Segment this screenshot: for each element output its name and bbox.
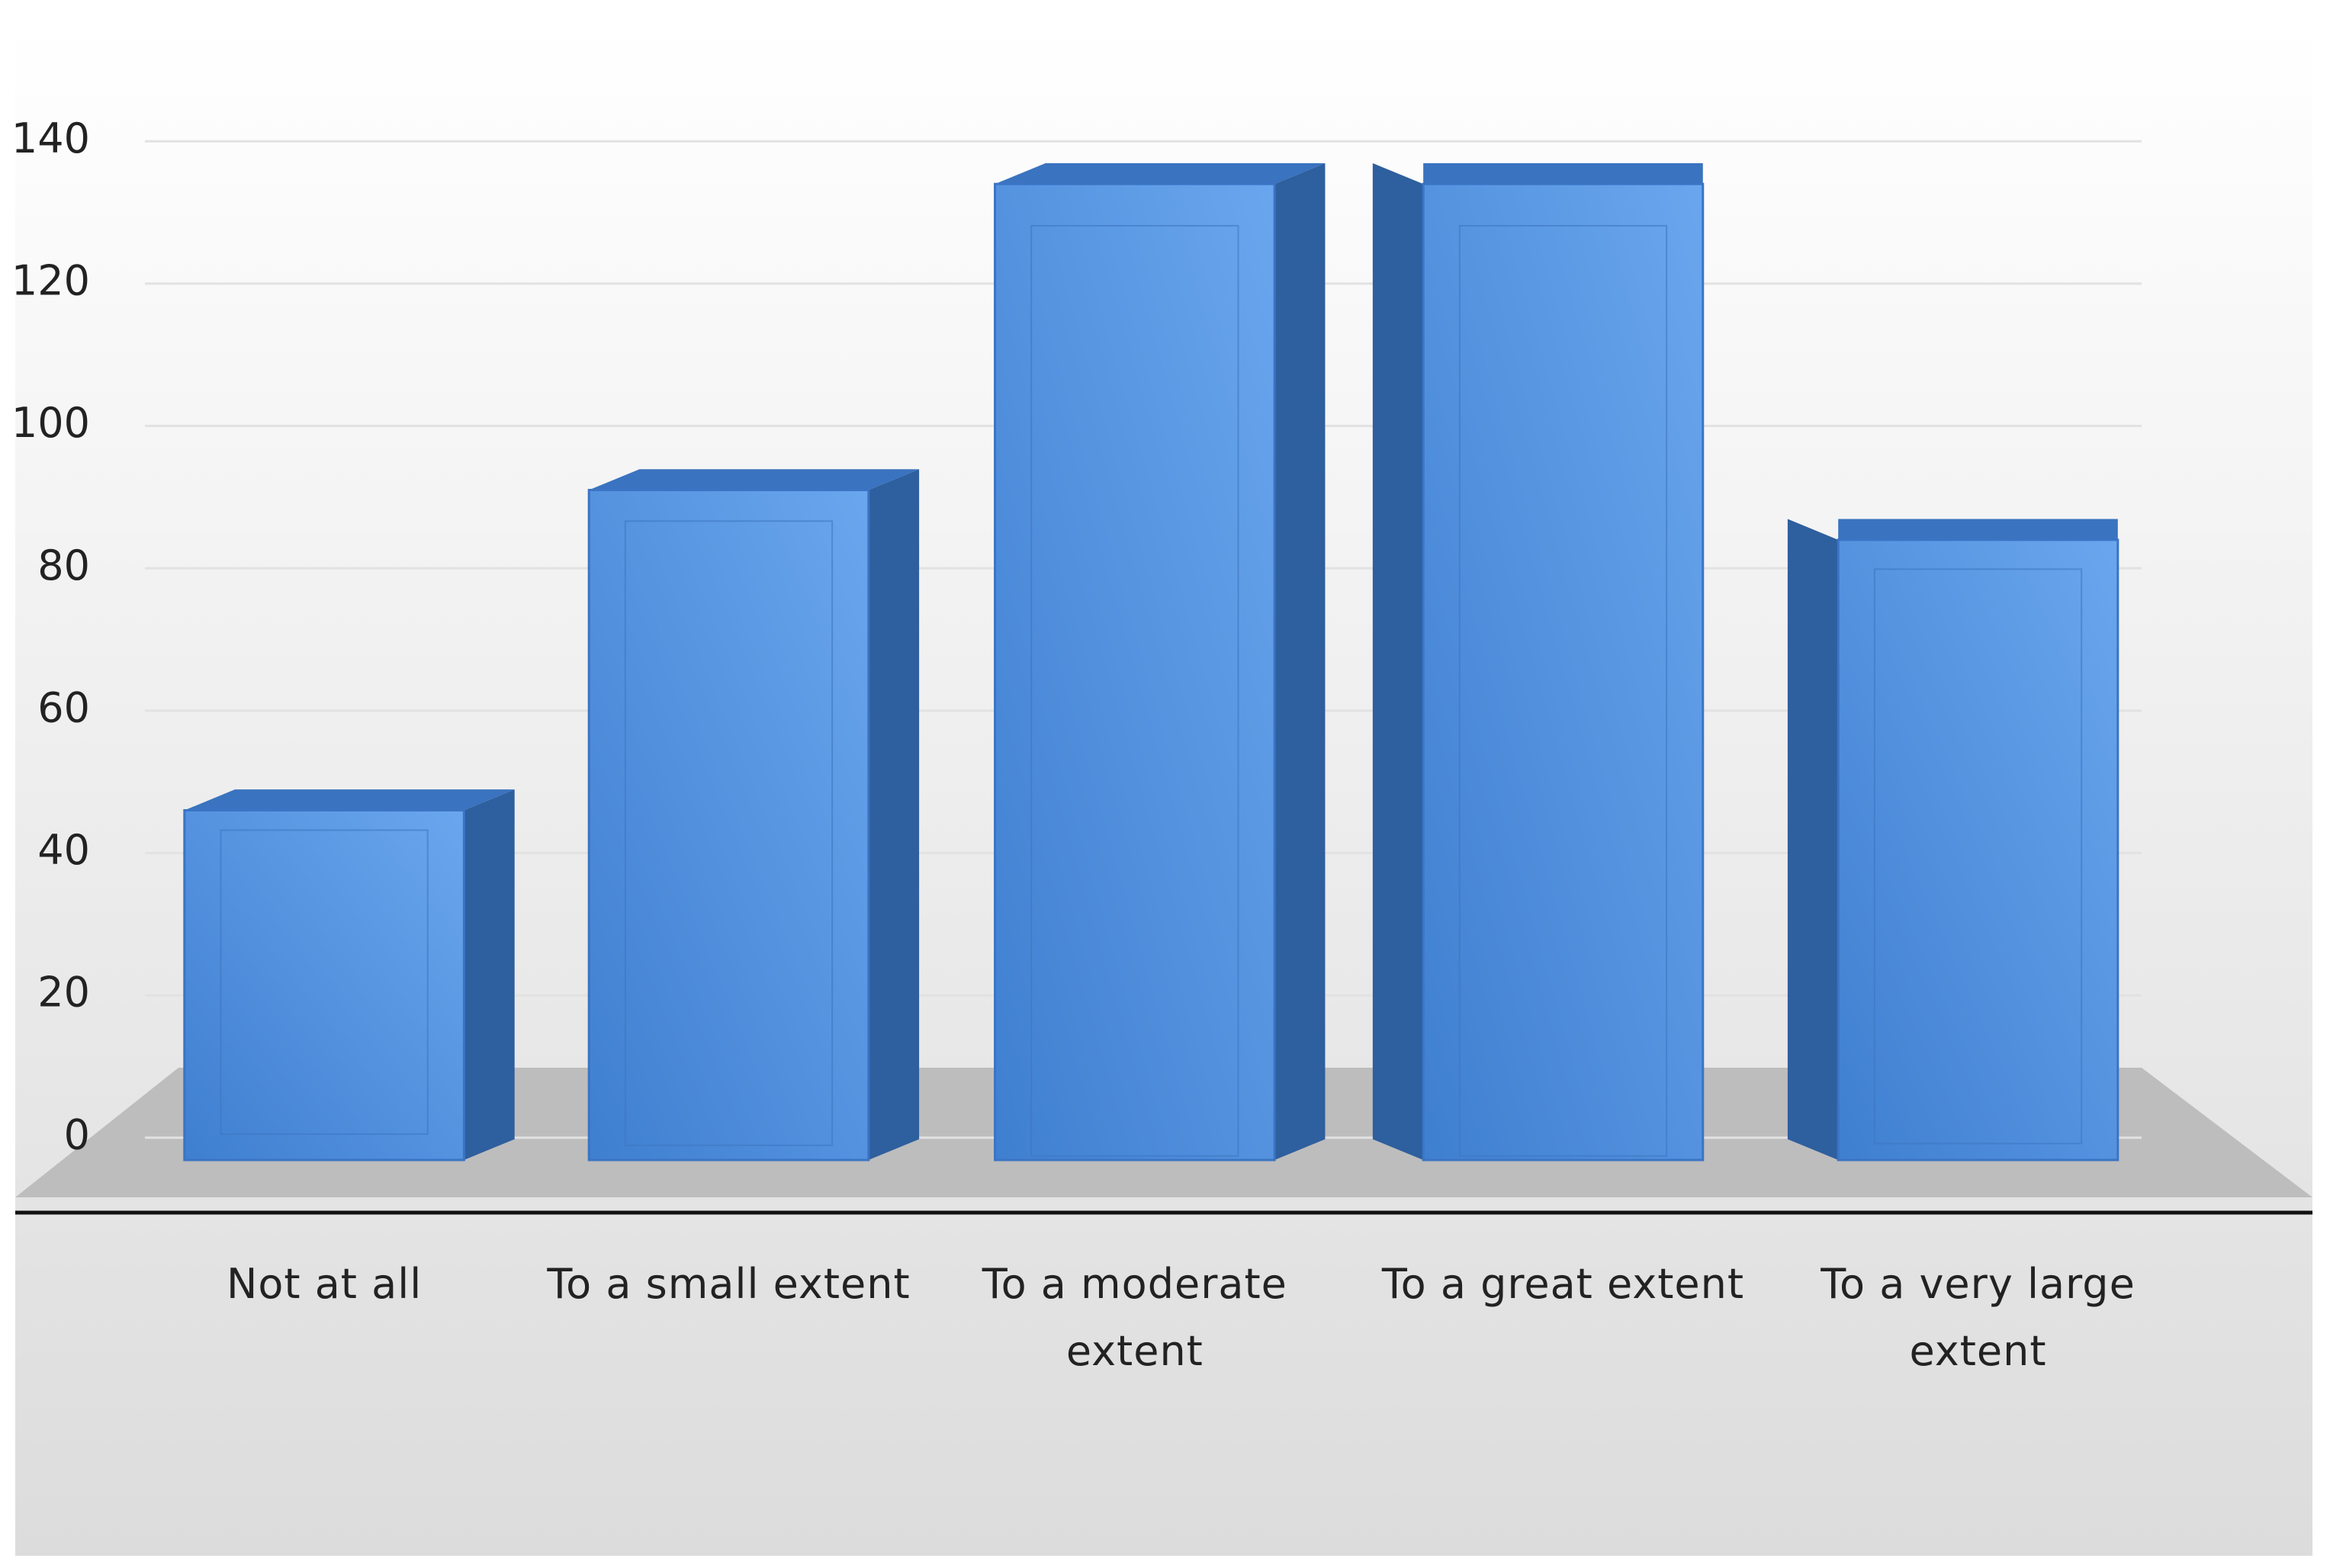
bar-side <box>464 789 515 1160</box>
y-tick-label: 120 <box>11 257 90 305</box>
bar <box>1837 538 2119 1162</box>
bar-top <box>1423 162 1703 185</box>
x-tick-label: Not at all <box>226 1260 423 1308</box>
bar-top <box>995 162 1326 185</box>
x-tick-label: To a great extent <box>1381 1260 1745 1308</box>
bar <box>994 182 1276 1162</box>
bar-inner <box>220 829 429 1136</box>
bar-top <box>589 469 920 490</box>
bar <box>1422 182 1705 1162</box>
y-tick-label: 140 <box>11 114 90 162</box>
bar-side <box>1372 162 1424 1160</box>
bar-top <box>184 789 515 811</box>
y-tick-label: 80 <box>37 541 90 590</box>
y-tick-label: 0 <box>64 1110 90 1158</box>
y-tick-label: 60 <box>37 683 90 731</box>
bar <box>587 489 870 1162</box>
bar-side <box>868 469 920 1160</box>
bar-top <box>1838 519 2118 540</box>
bar-inner <box>1458 225 1668 1157</box>
bar-inner <box>624 520 834 1146</box>
x-tick-label: To a very large extent <box>1821 1260 2136 1375</box>
y-tick-label: 100 <box>11 399 90 447</box>
x-tick-label: To a small extent <box>547 1260 911 1308</box>
bar-inner <box>1873 568 2083 1145</box>
x-tick-label: To a moderate extent <box>982 1260 1287 1375</box>
bar-inner <box>1030 225 1239 1157</box>
y-tick-label: 20 <box>37 969 90 1017</box>
bar-side <box>1274 162 1326 1160</box>
y-tick-label: 40 <box>37 826 90 874</box>
bar <box>183 808 465 1162</box>
bar-side <box>1787 519 1839 1160</box>
